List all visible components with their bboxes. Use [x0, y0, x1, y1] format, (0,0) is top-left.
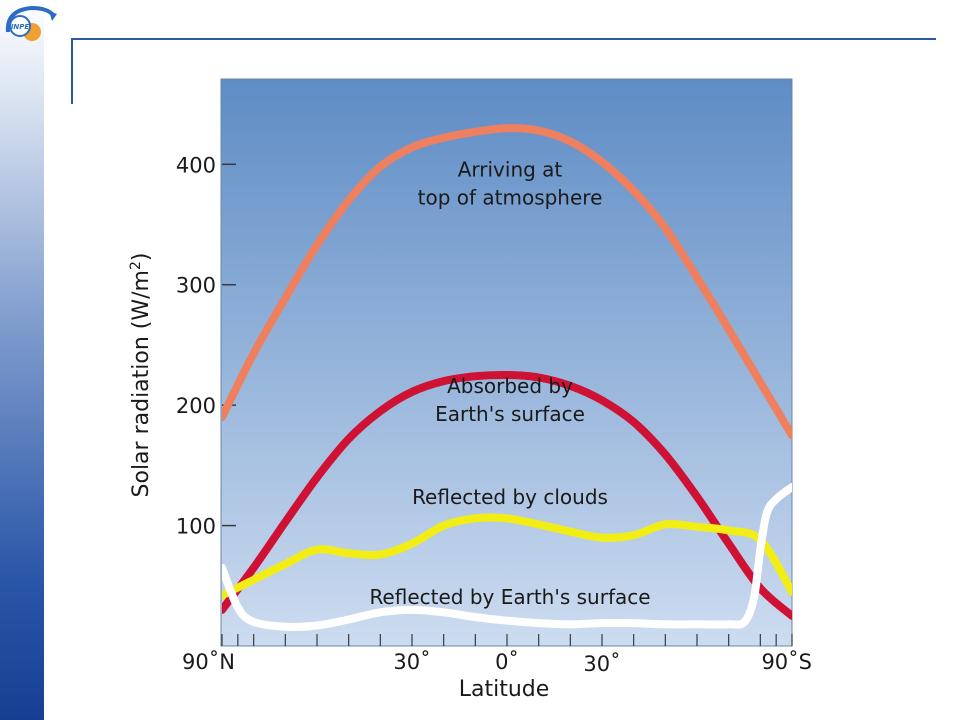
y-tick-label-100: 100 [176, 515, 216, 539]
header-rule [72, 38, 936, 40]
series-line-1 [222, 124, 792, 440]
series-label-4: Reflected by Earth's surface [369, 585, 650, 609]
y-tick-labels: 100 200 300 400 [176, 153, 216, 538]
series-label-line: Reflected by Earth's surface [369, 585, 650, 609]
header-rule-vertical [71, 38, 73, 104]
series-label-line: top of atmosphere [418, 185, 603, 209]
x-tick-label-1: 30˚ [393, 650, 430, 674]
x-tick-label-4: 90˚S [761, 650, 812, 674]
logo-text: INPE [11, 23, 30, 31]
y-tick-label-200: 200 [176, 394, 216, 418]
y-axis-title: Solar radiation (W/m2) [128, 253, 154, 498]
left-gradient-band [0, 0, 44, 720]
y-tick-label-300: 300 [176, 274, 216, 298]
x-tick-labels: 90˚N 30˚ 0˚ 30˚ 90˚S [182, 650, 812, 676]
x-axis-title: Latitude [459, 677, 550, 702]
y-axis-title-end: ) [129, 253, 154, 262]
series-labels: Arriving at top of atmosphere Absorbed by E… [369, 157, 650, 609]
series-line-2 [222, 370, 792, 620]
y-axis-title-sup: 2 [128, 261, 144, 270]
x-tick-label-3: 30˚ [583, 652, 620, 676]
y-tick-label-400: 400 [176, 153, 216, 177]
y-axis-title-main: Solar radiation (W/m [129, 270, 154, 497]
x-tick-label-0: 90˚N [182, 650, 235, 674]
series-label-2: Absorbed by Earth's surface [435, 374, 585, 426]
x-tick-label-2: 0˚ [495, 650, 519, 674]
series-label-line: Reflected by clouds [412, 485, 608, 509]
series-label-line: Arriving at [458, 157, 563, 181]
series-line-3 [222, 513, 792, 600]
series-label-line: Absorbed by [447, 374, 573, 398]
series-lines [222, 124, 792, 631]
series-line-4 [222, 483, 792, 631]
series-label-line: Earth's surface [435, 402, 585, 426]
axis-ticks [221, 163, 793, 646]
series-label-1: Arriving at top of atmosphere [418, 157, 603, 209]
inpe-orbit-logo-icon: INPE [5, 5, 57, 41]
series-label-3: Reflected by clouds [412, 485, 608, 509]
